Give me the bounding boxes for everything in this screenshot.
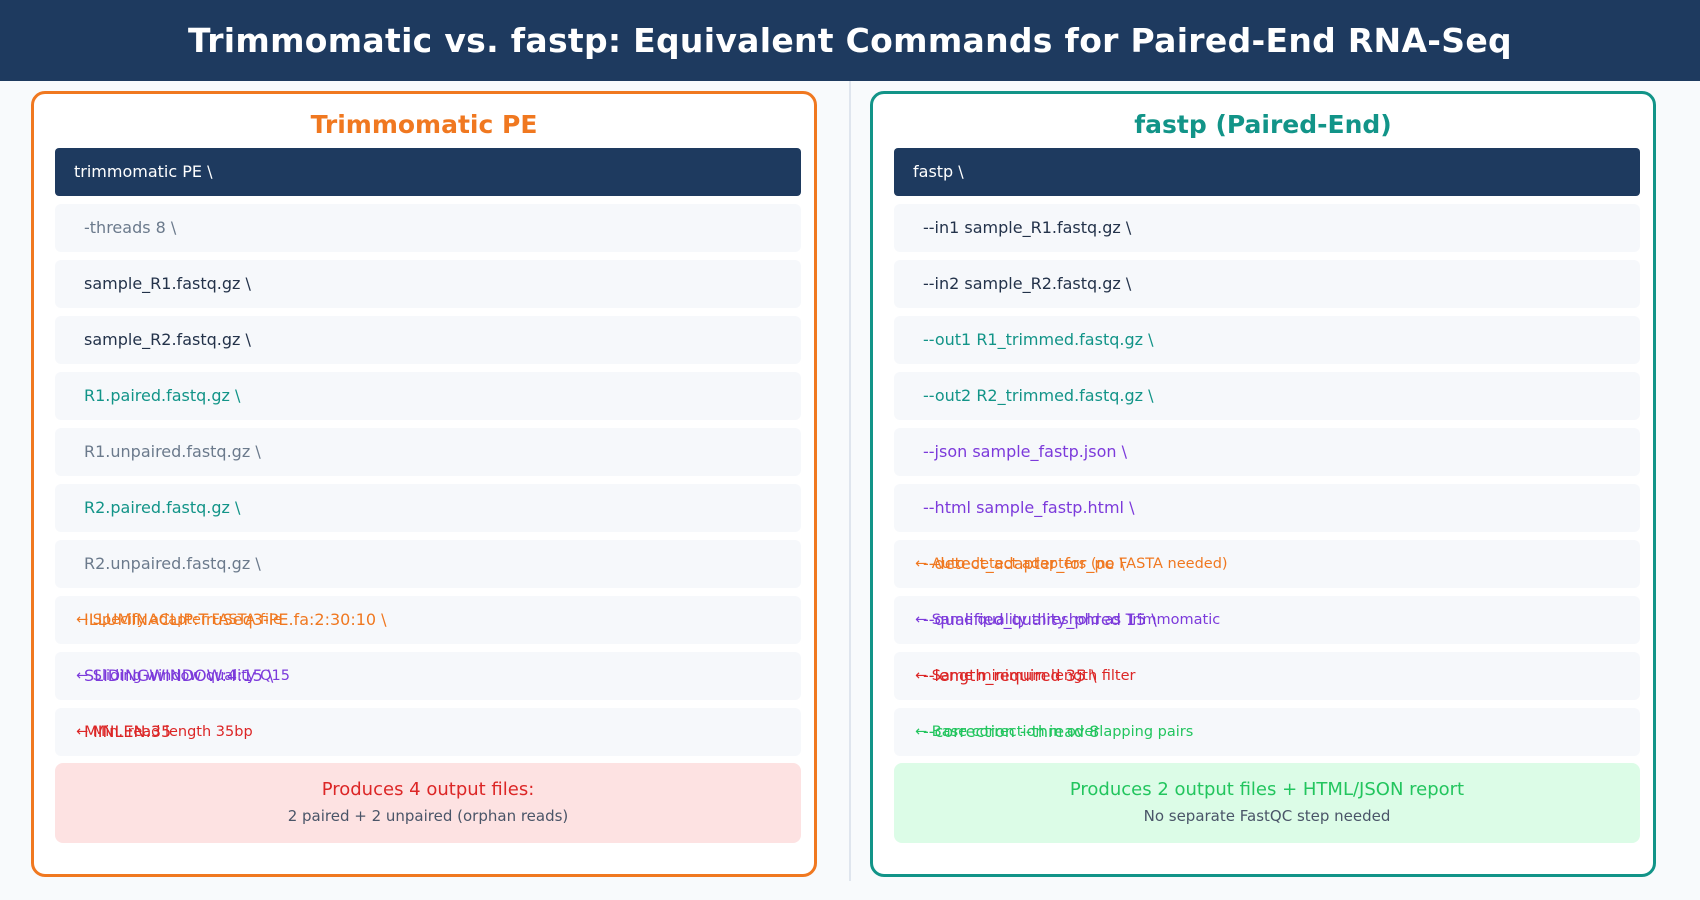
trimmomatic-slidingwindow-note: ← Sliding window quality Q15 <box>76 668 290 684</box>
page-header: Trimmomatic vs. fastp: Equivalent Comman… <box>0 0 1700 81</box>
trimmomatic-panel-title: Trimmomatic PE <box>310 110 538 139</box>
trimmomatic-arg-r1-paired: R1.paired.fastq.gz \ <box>55 372 801 420</box>
fastp-arg-detect-adapter: --detect_adapter_for_pe \ ← Auto-detect … <box>894 540 1640 588</box>
trimmomatic-arg-input-r2: sample_R2.fastq.gz \ <box>55 316 801 364</box>
trimmomatic-panel: Trimmomatic PE trimmomatic PE \ -threads… <box>31 91 817 877</box>
page-title: Trimmomatic vs. fastp: Equivalent Comman… <box>188 21 1512 60</box>
trimmomatic-minlen-note: ← Min. read length 35bp <box>76 724 253 740</box>
fastp-arg-json: --json sample_fastp.json \ <box>894 428 1640 476</box>
fastp-correction-code: --correction --thread 8 <box>923 722 1100 741</box>
fastp-detect-adapter-note: ← Auto-detect adapters (no FASTA needed) <box>915 556 1228 572</box>
fastp-arg-html: --html sample_fastp.html \ <box>894 484 1640 532</box>
trimmomatic-command: trimmomatic PE \ <box>55 148 801 196</box>
trimmomatic-illuminaclip-code: ILLUMINACLIP:TruSeq3-PE.fa:2:30:10 \ <box>84 610 387 629</box>
fastp-panel-title: fastp (Paired-End) <box>1134 110 1392 139</box>
trimmomatic-footer: Produces 4 output files: 2 paired + 2 un… <box>55 763 801 843</box>
trimmomatic-minlen-code: MINLEN:35 <box>84 722 172 741</box>
fastp-footer-main: Produces 2 output files + HTML/JSON repo… <box>1069 779 1465 800</box>
fastp-length-required-note: ← Same minimum length filter <box>915 668 1136 684</box>
fastp-correction-note: ← Base correction in overlapping pairs <box>915 724 1194 740</box>
fastp-arg-correction: --correction --thread 8 ← Base correctio… <box>894 708 1640 756</box>
fastp-arg-length-required: --length_required 35 \ ← Same minimum le… <box>894 652 1640 700</box>
trimmomatic-footer-main: Produces 4 output files: <box>321 779 535 800</box>
fastp-command: fastp \ <box>894 148 1640 196</box>
trimmomatic-arg-illuminaclip: ILLUMINACLIP:TruSeq3-PE.fa:2:30:10 \ ← S… <box>55 596 801 644</box>
trimmomatic-arg-slidingwindow: SLIDINGWINDOW:4:15 \ ← Sliding window qu… <box>55 652 801 700</box>
fastp-footer-sub: No separate FastQC step needed <box>1143 807 1391 825</box>
fastp-arg-in1: --in1 sample_R1.fastq.gz \ <box>894 204 1640 252</box>
trimmomatic-footer-sub: 2 paired + 2 unpaired (orphan reads) <box>287 807 569 825</box>
trimmomatic-arg-input-r1: sample_R1.fastq.gz \ <box>55 260 801 308</box>
trimmomatic-arg-r1-unpaired: R1.unpaired.fastq.gz \ <box>55 428 801 476</box>
fastp-arg-in2: --in2 sample_R2.fastq.gz \ <box>894 260 1640 308</box>
fastp-qualified-quality-note: ← Same quality threshold as Trimmomatic <box>915 612 1221 628</box>
fastp-arg-out2: --out2 R2_trimmed.fastq.gz \ <box>894 372 1640 420</box>
trimmomatic-slidingwindow-code: SLIDINGWINDOW:4:15 \ <box>84 666 274 685</box>
trimmomatic-arg-r2-paired: R2.paired.fastq.gz \ <box>55 484 801 532</box>
trimmomatic-arg-r2-unpaired: R2.unpaired.fastq.gz \ <box>55 540 801 588</box>
fastp-qualified-quality-code: --qualified_quality_phred 15 \ <box>923 610 1157 629</box>
fastp-panel: fastp (Paired-End) fastp \ --in1 sample_… <box>870 91 1656 877</box>
center-divider <box>849 81 851 881</box>
trimmomatic-illuminaclip-note: ← Specify adapter FASTA file <box>76 612 282 628</box>
trimmomatic-arg-threads: -threads 8 \ <box>55 204 801 252</box>
fastp-detect-adapter-code: --detect_adapter_for_pe \ <box>923 554 1125 573</box>
fastp-arg-qualified-quality: --qualified_quality_phred 15 \ ← Same qu… <box>894 596 1640 644</box>
fastp-footer: Produces 2 output files + HTML/JSON repo… <box>894 763 1640 843</box>
fastp-length-required-code: --length_required 35 \ <box>923 666 1097 685</box>
fastp-arg-out1: --out1 R1_trimmed.fastq.gz \ <box>894 316 1640 364</box>
trimmomatic-arg-minlen: MINLEN:35 ← Min. read length 35bp <box>55 708 801 756</box>
